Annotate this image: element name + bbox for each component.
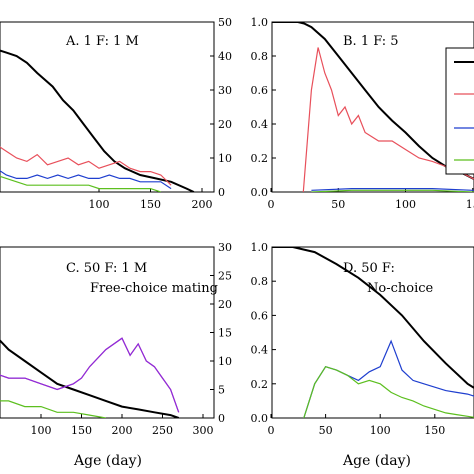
panel-label: D. 50 F: — [343, 261, 395, 276]
series-female-line — [0, 337, 180, 413]
y-tick-label: 1.0 — [251, 241, 269, 254]
panel-label: A. 1 F: 1 M — [65, 34, 139, 49]
x-tick-label: 300 — [193, 424, 214, 437]
y-tick-label: 0 — [218, 186, 225, 199]
x-tick-label: 0 — [268, 424, 275, 437]
x-axis-label-right: Age (day) — [342, 453, 411, 469]
y-tick-label: 0.4 — [251, 344, 269, 357]
y-tick-label: 0.2 — [251, 378, 269, 391]
y-tick-label: 10 — [218, 152, 232, 165]
x-axis-label-left: Age (day) — [73, 453, 142, 469]
panel-label: B. 1 F: 5 — [343, 34, 399, 49]
y-tick-label: 30 — [218, 84, 232, 97]
x-tick-label: 100 — [370, 424, 391, 437]
series-survival-line — [0, 49, 195, 192]
y-tick-label: 20 — [218, 298, 232, 311]
x-tick-label: 100 — [31, 424, 52, 437]
y-tick-label: 40 — [218, 50, 232, 63]
x-tick-label: 15 — [466, 198, 474, 211]
series-male-line — [303, 339, 474, 418]
series-survival-line — [0, 339, 180, 418]
y-tick-label: 20 — [218, 118, 232, 131]
panel-sublabel: Free-choice mating — [90, 281, 218, 296]
y-tick-label: 1.0 — [251, 16, 269, 29]
series-female-line — [0, 146, 172, 186]
panel-a-frame — [0, 21, 215, 193]
series-green-line — [303, 365, 474, 418]
panel-b-frame — [271, 21, 474, 193]
series-green-line — [0, 175, 161, 192]
y-tick-label: 15 — [218, 327, 232, 340]
y-tick-label: 0.8 — [251, 275, 269, 288]
y-tick-label: 0.2 — [251, 152, 269, 165]
y-tick-label: 0.6 — [251, 309, 269, 322]
x-tick-label: 50 — [319, 424, 333, 437]
series-green-line — [311, 189, 474, 192]
panel-d-frame — [271, 246, 474, 419]
x-tick-label: 250 — [152, 424, 173, 437]
y-tick-label: 5 — [218, 384, 225, 397]
x-tick-label: 150 — [424, 424, 445, 437]
x-tick-label: 0 — [268, 198, 275, 211]
x-tick-label: 150 — [71, 424, 92, 437]
y-tick-label: 10 — [218, 355, 232, 368]
y-tick-label: 0 — [218, 412, 225, 425]
series-male-line — [311, 188, 474, 191]
x-tick-label: 150 — [140, 198, 161, 211]
legend-box — [445, 47, 474, 175]
x-tick-label: 50 — [331, 198, 345, 211]
y-tick-label: 0.8 — [251, 50, 269, 63]
y-tick-label: 50 — [218, 16, 232, 29]
y-tick-label: 30 — [218, 241, 232, 254]
y-tick-label: 0.0 — [251, 412, 269, 425]
y-tick-label: 25 — [218, 270, 232, 283]
series-male-line — [0, 170, 172, 190]
y-tick-label: 0.0 — [251, 186, 269, 199]
y-tick-label: 0.4 — [251, 118, 269, 131]
series-survival-line — [272, 247, 474, 390]
y-tick-label: 0.6 — [251, 84, 269, 97]
x-tick-label: 200 — [192, 198, 213, 211]
series-green-line — [0, 400, 106, 418]
panel-label: C. 50 F: 1 M — [66, 261, 147, 276]
panel-sublabel: No-choice — [367, 281, 434, 296]
x-tick-label: 100 — [395, 198, 416, 211]
series-purple-line — [0, 337, 180, 413]
x-tick-label: 200 — [112, 424, 133, 437]
x-tick-label: 100 — [89, 198, 110, 211]
